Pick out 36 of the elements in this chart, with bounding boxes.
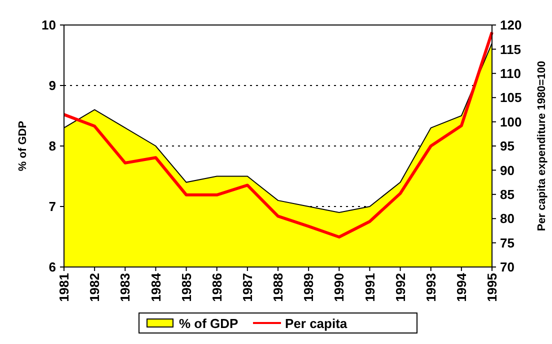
y2-tick-label: 110 (500, 66, 521, 81)
y2-tick-label: 105 (500, 90, 522, 106)
x-tick-label: 1986 (209, 273, 224, 302)
x-tick-label: 1992 (392, 273, 408, 302)
y-tick-label: 8 (48, 138, 56, 154)
y2-tick-label: 70 (500, 260, 514, 275)
x-tick-label: 1991 (362, 273, 378, 302)
y2-axis-title: Per capita expenditure 1980=100 (536, 60, 548, 232)
y2-tick-label: 120 (500, 18, 522, 33)
y2-tick-label: 115 (500, 42, 521, 57)
x-tick-label: 1987 (240, 273, 255, 302)
x-tick-label: 1993 (423, 273, 438, 302)
y-tick-label: 10 (42, 18, 56, 33)
x-tick-label: 1982 (87, 273, 102, 302)
y-tick-label: 6 (48, 260, 56, 275)
x-tick-label: 1995 (484, 273, 500, 302)
x-tick-label: 1985 (178, 273, 194, 302)
line-series (62, 30, 494, 238)
y2-tick-label: 75 (500, 235, 514, 250)
x-tick-label: 1983 (118, 273, 133, 302)
x-tick-label: 1988 (270, 273, 286, 302)
x-tick-label: 1984 (148, 272, 164, 302)
y2-tick-label: 95 (500, 138, 514, 154)
legend-label: Per capita (285, 316, 348, 331)
x-tick-label: 1989 (301, 273, 316, 302)
y2-tick-label: 80 (500, 211, 514, 226)
legend-label: % of GDP (179, 316, 239, 331)
y2-tick-label: 100 (500, 114, 522, 130)
x-tick-label: 1990 (332, 273, 347, 302)
y2-tick-label: 90 (500, 162, 514, 178)
y-axis-title: % of GDP (17, 120, 29, 172)
y-tick-label: 7 (48, 199, 56, 214)
y-tick-label: 9 (48, 78, 56, 94)
y2-tick-label: 85 (500, 186, 514, 202)
x-tick-label: 1994 (454, 272, 469, 302)
x-tick-label: 1981 (56, 273, 72, 302)
